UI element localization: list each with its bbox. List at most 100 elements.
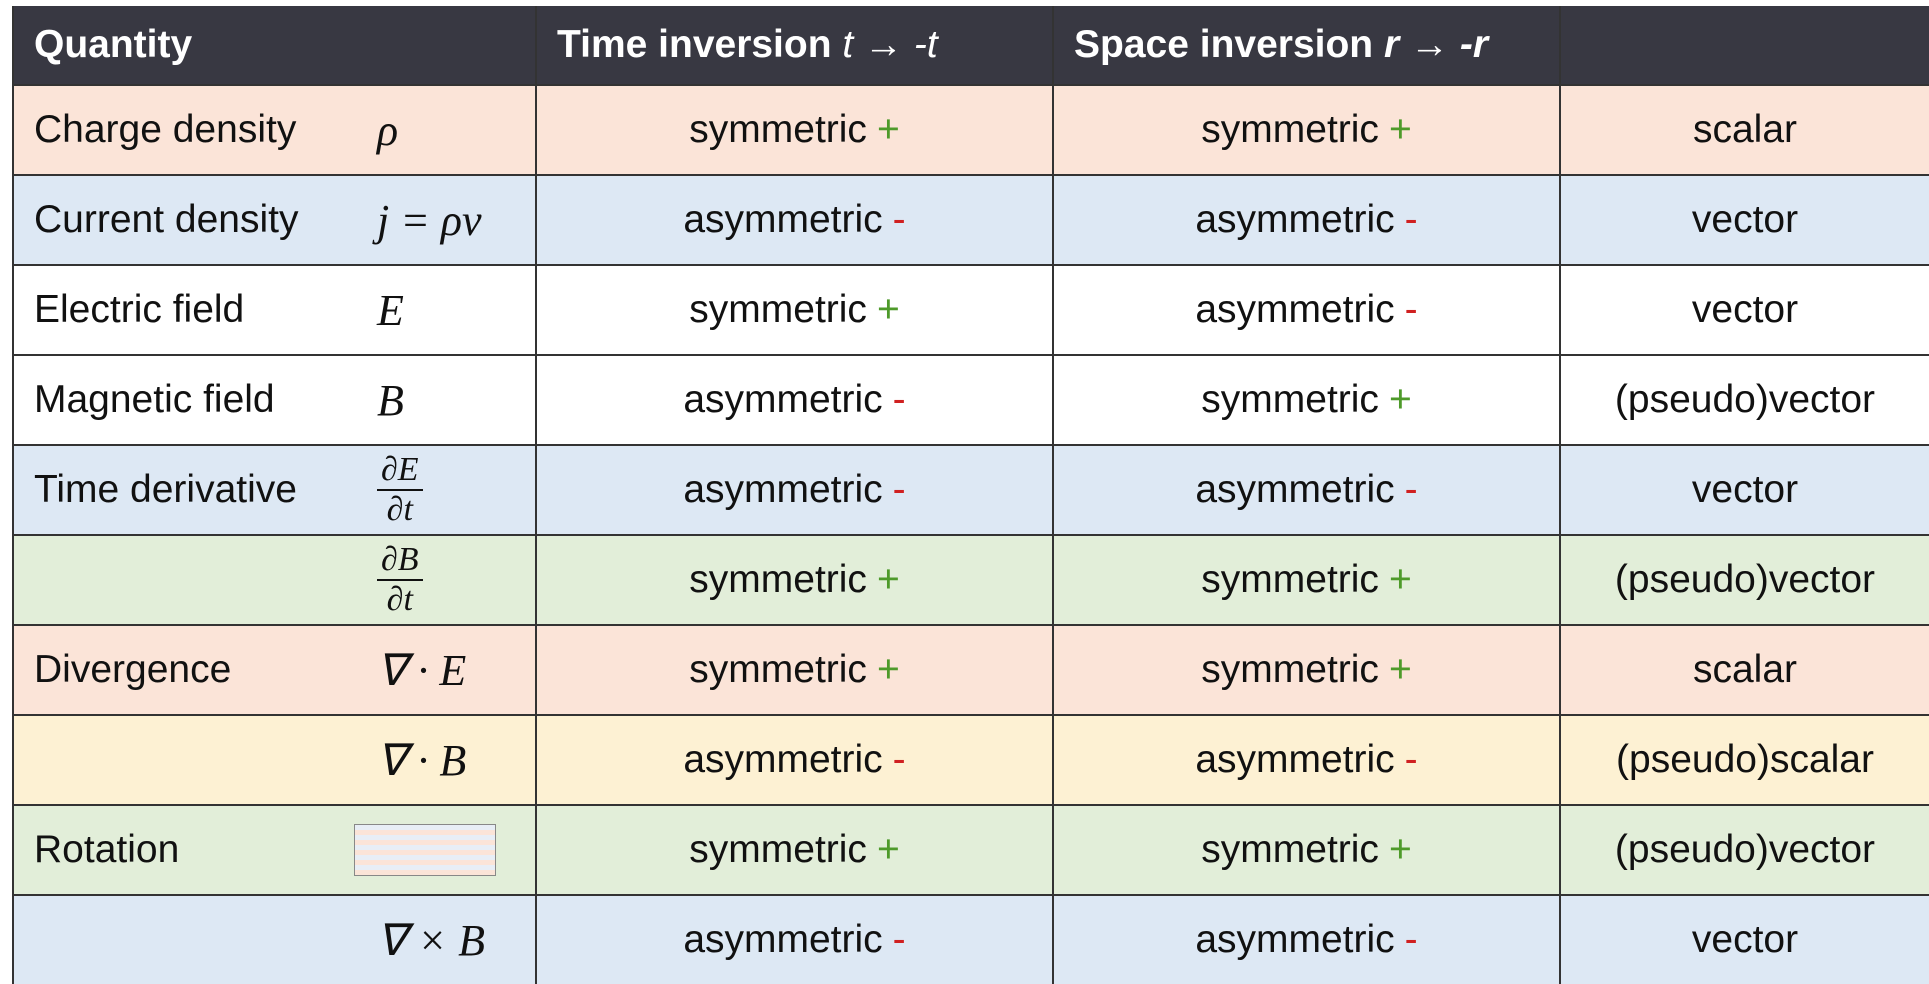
time-sign: - [893,378,906,422]
time-cell: symmetric+ [535,266,1052,354]
space-cell: symmetric+ [1052,86,1559,174]
time-word: symmetric [689,108,867,152]
space-cell: asymmetric- [1052,266,1559,354]
fraction-numerator: ∂E [377,451,423,491]
type-text: (pseudo)vector [1615,378,1875,422]
space-word: symmetric [1201,108,1379,152]
time-sign: - [893,918,906,962]
time-cell: symmetric+ [535,806,1052,894]
type-text: (pseudo)vector [1615,558,1875,602]
space-word: symmetric [1201,558,1379,602]
space-sign: - [1405,738,1418,782]
time-cell: asymmetric- [535,716,1052,804]
quantity-name: Divergence [34,648,231,692]
space-cell: symmetric+ [1052,536,1559,624]
time-word: asymmetric [683,198,882,242]
quantity-symbol: ρ [377,105,398,156]
quantity-fraction: ∂B∂t [377,541,423,619]
quantity-name: Rotation [34,828,179,872]
type-cell: vector [1559,446,1929,534]
time-sign: + [877,558,900,602]
symmetry-table: Quantity Time inversion t → -t Space inv… [12,6,1929,984]
type-cell: vector [1559,896,1929,984]
time-word: asymmetric [683,918,882,962]
quantity-name: Electric field [34,288,244,332]
type-text: (pseudo)vector [1615,828,1875,872]
space-sign: + [1389,828,1412,872]
space-word: symmetric [1201,648,1379,692]
time-sign: - [893,738,906,782]
space-sign: - [1405,198,1418,242]
type-text: vector [1692,288,1798,332]
space-word: asymmetric [1195,288,1394,332]
time-word: symmetric [689,828,867,872]
space-cell: asymmetric- [1052,716,1559,804]
quantity-name: Charge density [34,108,296,152]
space-word: asymmetric [1195,738,1394,782]
quantity-name: Current density [34,198,298,242]
time-cell: symmetric+ [535,86,1052,174]
header-row: Quantity Time inversion t → -t Space inv… [12,6,1929,84]
fraction-denominator: ∂t [387,581,413,619]
quantity-cell: ∇ × B [12,896,535,984]
type-cell: (pseudo)vector [1559,806,1929,894]
quantity-cell: ∂B∂t [12,536,535,624]
space-sign: - [1405,288,1418,332]
quantity-symbol: j = ρv [377,195,482,246]
space-word: symmetric [1201,378,1379,422]
time-sign: - [893,198,906,242]
quantity-fraction: ∂E∂t [377,451,423,529]
time-word: symmetric [689,558,867,602]
type-cell: vector [1559,176,1929,264]
type-cell: (pseudo)scalar [1559,716,1929,804]
fraction-denominator: ∂t [387,491,413,529]
header-time-math: t → -t [842,23,937,67]
quantity-cell: ∇ · B [12,716,535,804]
time-cell: symmetric+ [535,536,1052,624]
space-word: asymmetric [1195,468,1394,512]
quantity-cell: Rotation [12,806,535,894]
space-sign: + [1389,648,1412,692]
space-cell: symmetric+ [1052,626,1559,714]
header-quantity: Quantity [12,6,535,84]
type-text: (pseudo)scalar [1616,738,1874,782]
time-cell: symmetric+ [535,626,1052,714]
space-sign: - [1405,468,1418,512]
space-cell: asymmetric- [1052,446,1559,534]
quantity-symbol: ∇ · B [377,735,466,786]
header-time-label: Time inversion [557,23,832,67]
quantity-cell: Divergence ∇ · E [12,626,535,714]
space-sign: + [1389,108,1412,152]
time-sign: - [893,468,906,512]
type-cell: scalar [1559,86,1929,174]
type-text: vector [1692,198,1798,242]
quantity-name: Magnetic field [34,378,275,422]
type-cell: (pseudo)vector [1559,356,1929,444]
quantity-cell: Charge density ρ [12,86,535,174]
type-text: scalar [1693,108,1797,152]
space-word: asymmetric [1195,918,1394,962]
space-word: symmetric [1201,828,1379,872]
time-word: asymmetric [683,468,882,512]
quantity-symbol: ∇ · E [377,645,466,696]
quantity-cell: Time derivative∂E∂t [12,446,535,534]
time-cell: asymmetric- [535,356,1052,444]
time-cell: asymmetric- [535,896,1052,984]
space-sign: - [1405,918,1418,962]
space-sign: + [1389,378,1412,422]
header-space-math: r → -r [1384,23,1488,67]
space-cell: symmetric+ [1052,356,1559,444]
header-space-label: Space inversion [1074,23,1373,67]
quantity-symbol: ∇ × B [377,915,485,966]
thumbnail [354,824,496,876]
